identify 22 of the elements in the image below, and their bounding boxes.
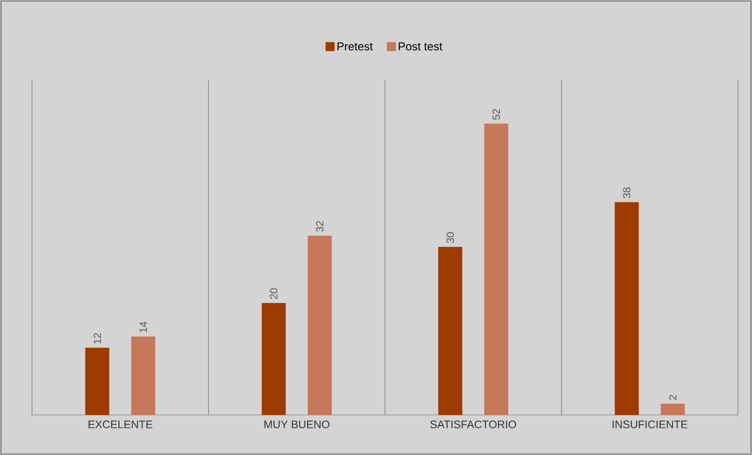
data-label: 12 [94,333,101,344]
bar [308,236,332,415]
data-label: 38 [623,187,630,198]
bar [660,404,685,415]
bar [85,348,110,415]
x-tick-label: MUY BUENO [264,420,330,428]
legend-label: Pretest [338,42,373,50]
bar [484,124,508,415]
bar [614,202,639,415]
bar [131,336,156,415]
data-label: 20 [270,288,278,299]
data-label: 2 [669,394,676,400]
data-label: 14 [140,322,147,332]
data-label: 32 [316,221,324,232]
x-tick-label: EXCELENTE [88,420,152,428]
data-label: 30 [446,232,454,244]
legend-label: Post test [398,42,442,50]
data-label: 52 [492,109,500,120]
x-tick-label: INSUFICIENTE [612,420,688,428]
x-tick-label: SATISFACTORIO [430,420,516,428]
bar [438,246,462,415]
bar [262,302,286,415]
